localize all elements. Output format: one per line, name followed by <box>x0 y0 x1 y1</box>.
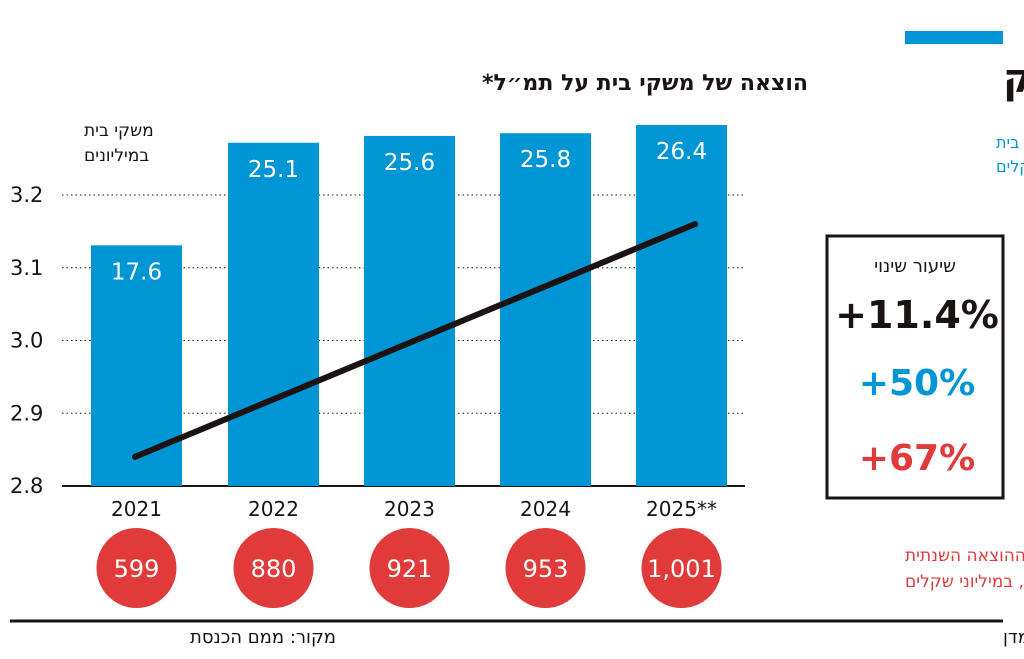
change-box-title: שיעור שינוי <box>874 256 956 277</box>
x-tick-label: 2025** <box>646 497 717 521</box>
circle-value-label: 599 <box>114 555 160 583</box>
x-tick-label: 2022 <box>248 497 299 521</box>
circle-value-label: 1,001 <box>647 555 716 583</box>
annual-spend-circle <box>505 528 586 608</box>
households-line <box>132 221 698 460</box>
legend-bars: הוצאה ממוצעת לחודש של משק בית על תמ״ל, בש… <box>996 133 1024 176</box>
annual-spend-circle <box>96 528 177 608</box>
annual-spend-circle <box>233 528 314 608</box>
y-tick-label: 3.0 <box>10 329 43 353</box>
legend-circles-line: הכללית, במיליוני שקלים <box>905 572 1024 592</box>
y-tick-label: 3.1 <box>10 256 43 280</box>
bar-value-label: 25.6 <box>384 150 435 176</box>
bar-value-label: 17.6 <box>111 259 162 285</box>
bar <box>500 133 591 487</box>
bar <box>636 125 727 486</box>
circle-value-label: 953 <box>523 555 569 583</box>
y-tick-label: 2.9 <box>10 401 43 425</box>
x-tick-label: 2021 <box>111 497 162 521</box>
annual-spend-circle <box>641 528 722 608</box>
bar-value-label: 25.8 <box>520 147 571 173</box>
circle-value-label: 921 <box>387 555 433 583</box>
title-main: 5,476 שקל בשנה לכל תינוק <box>1003 56 1024 102</box>
legend-circles-line: היקף ההוצאה השנתית <box>905 546 1024 566</box>
y-axis-label-line: במיליונים <box>84 146 149 166</box>
y-tick-label: 3.2 <box>10 183 43 207</box>
bar <box>364 135 455 486</box>
footer-note: *תרכובות מזון לתינוקות **אומדן <box>1003 627 1024 648</box>
line-change: +11.4% <box>835 293 999 337</box>
annual-spend-circle <box>369 528 450 608</box>
bars-change: +50% <box>859 363 975 404</box>
circle-value-label: 880 <box>251 555 297 583</box>
y-axis-label: משקי בית במיליונים <box>84 121 154 166</box>
footer-source: מקור: ממם הכנסת <box>190 627 336 648</box>
legend-circles: היקף ההוצאה השנתית הכללית, במיליוני שקלים <box>905 546 1024 592</box>
x-tick-label: 2024 <box>520 497 571 521</box>
x-tick-label: 2023 <box>384 497 435 521</box>
bar-value-label: 25.1 <box>248 157 299 183</box>
bar-value-label: 26.4 <box>656 139 707 165</box>
legend-bars-line: על תמ״ל, בשקלים <box>996 157 1024 176</box>
bar <box>228 142 319 486</box>
accent-bar <box>905 31 1003 44</box>
circles-change: +67% <box>859 438 975 479</box>
y-tick-label: 2.8 <box>10 474 43 498</box>
change-box <box>825 234 1005 500</box>
legend-bars-line: הוצאה ממוצעת לחודש של משק בית <box>996 133 1024 152</box>
y-axis-label-line: משקי בית <box>84 121 154 141</box>
title-sub: הוצאה של משקי בית על תמ״ל* <box>482 71 808 96</box>
